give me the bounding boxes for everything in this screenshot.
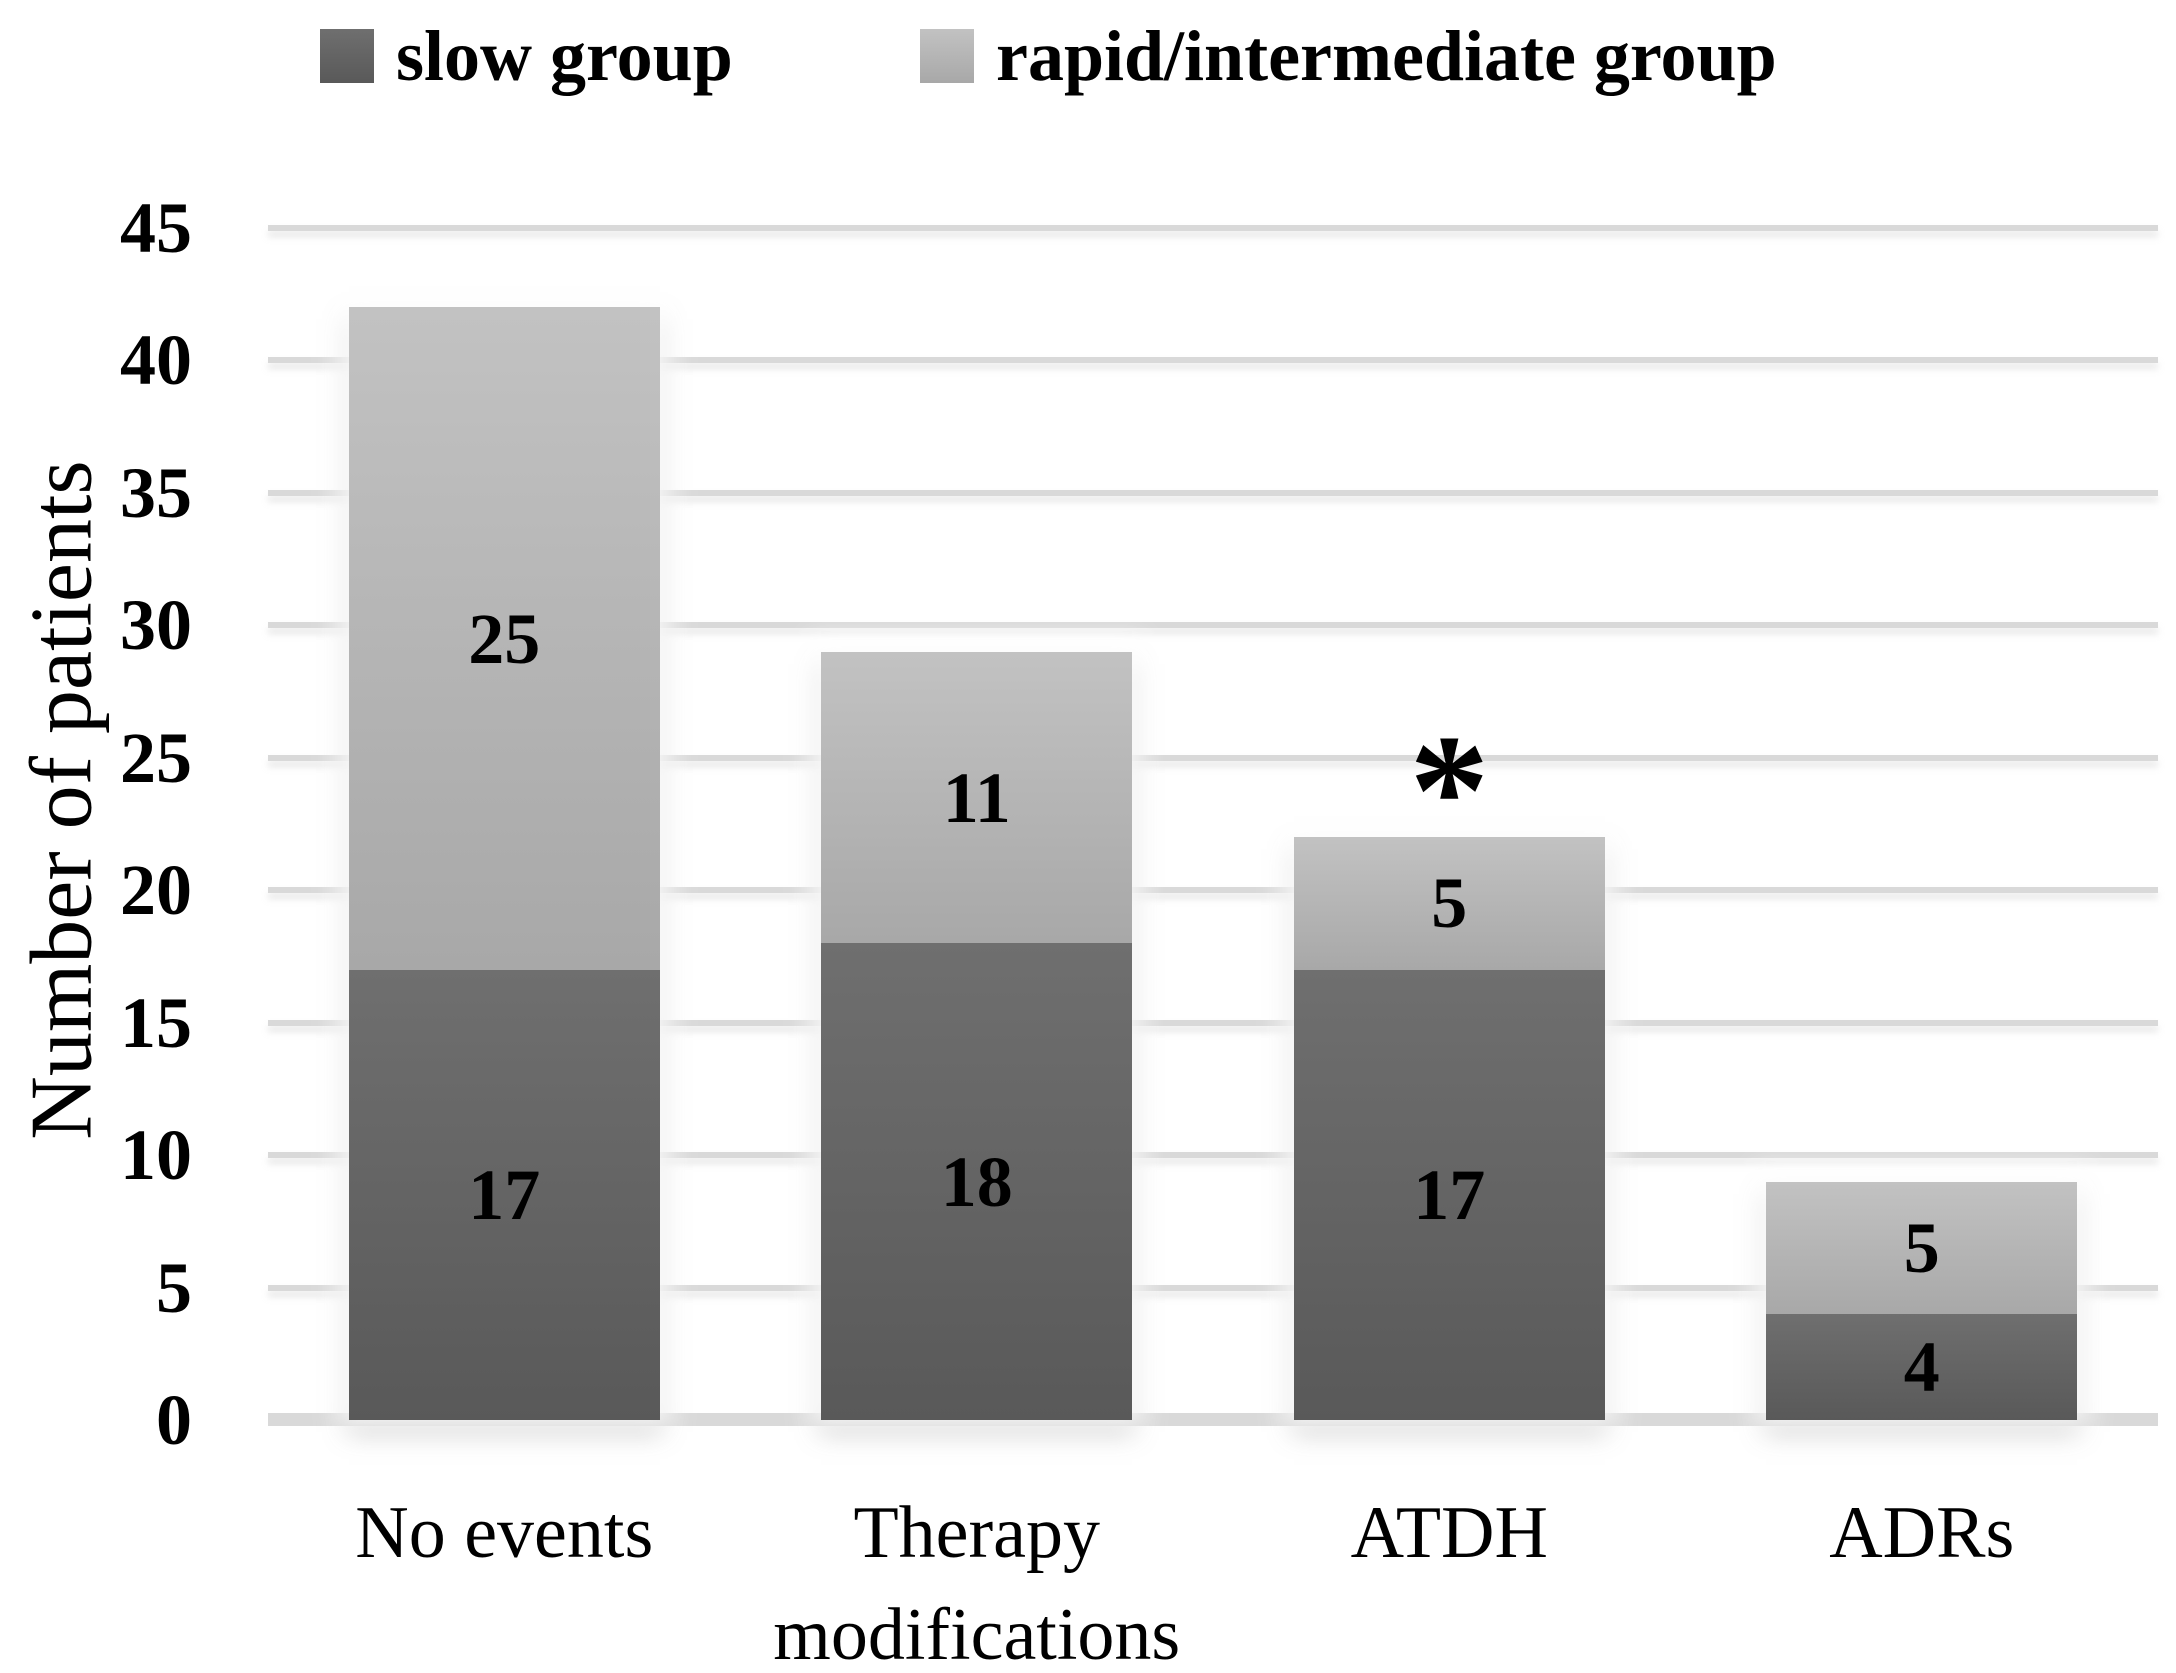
- bar-2: [821, 651, 1133, 1420]
- bar-value-label-rapid-intermediate: 5: [1903, 1207, 1940, 1288]
- y-tick-label-25: 25: [120, 717, 192, 798]
- bar-value-label-slow: 17: [1413, 1154, 1486, 1235]
- bar-3: [1293, 837, 1605, 1420]
- legend-item-slow-group: slow group: [320, 12, 733, 100]
- y-tick-label-5: 5: [156, 1247, 192, 1328]
- bar-segment-rapid-intermediate: [1766, 1181, 2078, 1315]
- y-tick-label-0: 0: [156, 1380, 192, 1460]
- gridline-y-45: [268, 225, 2158, 231]
- x-axis-line: [268, 1413, 2158, 1426]
- gridline-y-35: [268, 489, 2158, 496]
- y-tick-label-40: 40: [120, 320, 192, 401]
- bar-segment-rapid-intermediate: [348, 307, 660, 970]
- bar-value-label-slow: 17: [468, 1154, 541, 1235]
- x-axis-category-label: Therapy modifications: [773, 1492, 1181, 1673]
- legend-item-rapid-intermediate-group: rapid/intermediate group: [920, 12, 1777, 100]
- bar-segment-rapid-intermediate: [821, 651, 1133, 944]
- bar-4: [1766, 1181, 2078, 1420]
- legend-label-rapid-intermediate-group: rapid/intermediate group: [996, 15, 1777, 96]
- gridline-y-20: [268, 887, 2158, 894]
- bar-value-label-rapid-intermediate: 5: [1431, 863, 1468, 944]
- legend-swatch-slow-group: [320, 29, 374, 83]
- bar-value-label-slow: 18: [940, 1141, 1013, 1222]
- x-axis-category-label: No events: [355, 1492, 654, 1574]
- bar-value-label-rapid-intermediate: 25: [468, 598, 541, 679]
- gridline-y-15: [268, 1019, 2158, 1026]
- x-axis-category-label: ATDH: [1350, 1492, 1548, 1574]
- gridline-y-5: [268, 1284, 2158, 1291]
- bar-segment-slow: [821, 943, 1133, 1420]
- y-tick-label-30: 30: [120, 585, 192, 666]
- gridline-y-30: [268, 622, 2158, 629]
- bar-value-label-slow: 4: [1903, 1327, 1940, 1408]
- y-tick-label-35: 35: [120, 452, 192, 533]
- y-tick-label-20: 20: [120, 850, 192, 931]
- bar-1: [348, 307, 660, 1420]
- y-tick-label-15: 15: [120, 982, 192, 1063]
- bar-segment-slow: [348, 969, 660, 1420]
- gridline-y-25: [268, 754, 2158, 761]
- legend-swatch-rapid-intermediate-group: [920, 29, 974, 83]
- gridline-y-40: [268, 357, 2158, 364]
- y-tick-label-45: 45: [120, 188, 192, 268]
- bar-segment-rapid-intermediate: [1293, 837, 1605, 970]
- significance-asterisk: *: [1409, 701, 1490, 880]
- gridline-y-10: [268, 1152, 2158, 1159]
- y-tick-label-10: 10: [120, 1115, 192, 1196]
- legend-label-slow-group: slow group: [396, 15, 733, 96]
- x-axis-category-label: ADRs: [1829, 1492, 2015, 1574]
- bar-segment-slow: [1293, 969, 1605, 1420]
- bar-value-label-rapid-intermediate: 11: [942, 757, 1011, 838]
- bar-segment-slow: [1766, 1314, 2078, 1420]
